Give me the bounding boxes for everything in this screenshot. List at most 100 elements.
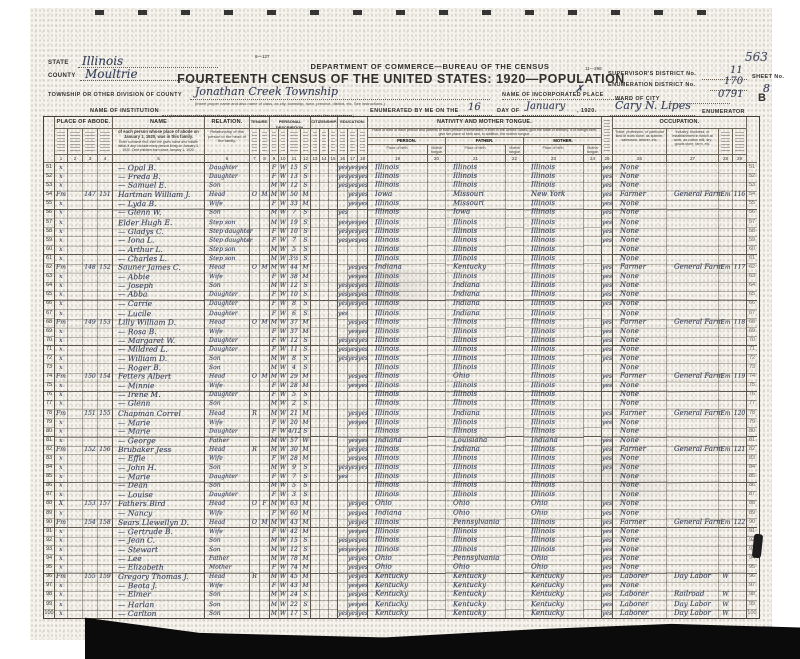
place-of-birth: Illinois bbox=[367, 180, 429, 192]
home-owned-or-rented bbox=[249, 453, 261, 465]
employment-class bbox=[719, 244, 733, 256]
family-number bbox=[98, 281, 113, 292]
street-mark: x bbox=[54, 399, 69, 410]
naturalization-year bbox=[329, 363, 338, 374]
sex: M bbox=[270, 444, 279, 456]
supervisor-district-value: 11 bbox=[730, 65, 743, 76]
line-number: 97 bbox=[44, 581, 55, 592]
able-to-write: yes bbox=[358, 172, 368, 183]
column-number: 2 bbox=[68, 155, 83, 163]
able-to-read: yes bbox=[348, 572, 358, 583]
father-place-of-birth: Illinois bbox=[445, 544, 507, 556]
line-number-right: 60 bbox=[747, 245, 757, 256]
column-number: 26 bbox=[613, 155, 667, 163]
speaks-english bbox=[602, 390, 613, 401]
column-number: 18 bbox=[358, 155, 368, 163]
farm-schedule-number: 120 bbox=[733, 408, 747, 420]
mother-place-of-birth: Illinois bbox=[523, 398, 585, 410]
place-of-birth: Illinois bbox=[368, 444, 428, 456]
naturalized bbox=[320, 408, 329, 420]
mother-tongue bbox=[428, 190, 446, 201]
naturalization-year bbox=[329, 572, 338, 583]
dwelling-number-header bbox=[83, 129, 98, 155]
marital-status: S bbox=[300, 235, 312, 246]
naturalization-year bbox=[329, 535, 338, 547]
naturalization-year bbox=[329, 235, 338, 247]
naturalized bbox=[320, 217, 329, 229]
age: 19 bbox=[287, 217, 302, 229]
census-row: 86 x — Dean Son M W 5 S Illinois Illinois Illinois… bbox=[44, 480, 759, 492]
relation: Wife bbox=[204, 271, 251, 283]
age: 28 bbox=[287, 453, 302, 465]
institution-underline bbox=[162, 105, 352, 116]
mother-mother-tongue bbox=[584, 353, 602, 365]
relation-note: Relationship of this person to the head … bbox=[205, 129, 250, 155]
owned-free-or-mortgaged bbox=[260, 572, 270, 583]
state-underline bbox=[78, 57, 218, 68]
house-number bbox=[67, 180, 84, 192]
color-or-race: W bbox=[278, 344, 289, 356]
marital-status: S bbox=[300, 217, 312, 229]
street-mark: x bbox=[54, 326, 69, 338]
able-to-write: yes bbox=[358, 499, 368, 510]
able-to-write: yes bbox=[358, 299, 368, 310]
naturalization-year bbox=[329, 563, 338, 574]
name: Hartman William J. bbox=[113, 190, 205, 201]
dwelling-number bbox=[83, 226, 98, 238]
able-to-read: yes bbox=[348, 608, 358, 620]
immigration-year bbox=[311, 390, 320, 401]
name: — Gladys C. bbox=[113, 226, 205, 238]
age: 15 bbox=[287, 162, 302, 174]
line-number-right: 96 bbox=[747, 572, 757, 583]
owned-free-or-mortgaged bbox=[260, 554, 270, 565]
able-to-read: yes bbox=[347, 235, 358, 246]
mother-mother-tongue bbox=[584, 481, 602, 492]
able-to-write: yes bbox=[358, 408, 368, 420]
day-underline bbox=[458, 105, 492, 116]
dwelling-number bbox=[82, 399, 99, 410]
column-number: 17 bbox=[348, 155, 358, 163]
home-owned-or-rented bbox=[249, 326, 261, 338]
house-number bbox=[67, 544, 84, 556]
tenure-mortgage-header bbox=[260, 129, 270, 155]
occupation: None bbox=[612, 217, 668, 229]
naturalization-year bbox=[329, 344, 338, 356]
naturalized bbox=[320, 608, 329, 620]
enumeration-district-label: ENUMERATION DISTRICT No. bbox=[608, 82, 696, 88]
color-or-race: W bbox=[278, 435, 289, 447]
father-mother-tongue bbox=[506, 253, 524, 265]
father-mother-tongue bbox=[506, 372, 524, 383]
speaks-english bbox=[601, 490, 614, 501]
mother-mother-tongue bbox=[584, 408, 602, 420]
speaks-english bbox=[601, 399, 614, 410]
owned-free-or-mortgaged bbox=[260, 444, 270, 456]
naturalized bbox=[320, 435, 329, 447]
speaks-english: yes bbox=[601, 508, 614, 519]
name: — Mildred L. bbox=[112, 344, 206, 356]
occupation: None bbox=[612, 326, 668, 338]
occupation: None bbox=[613, 335, 667, 347]
marital-status: S bbox=[300, 289, 312, 301]
family-number bbox=[97, 162, 114, 174]
immigration-year bbox=[311, 372, 320, 383]
father-place-of-birth: Ohio bbox=[445, 508, 507, 519]
speaks-english: yes bbox=[602, 572, 613, 583]
able-to-read bbox=[348, 244, 358, 256]
naturalized-header bbox=[320, 129, 329, 155]
industry bbox=[666, 326, 720, 338]
employment-class bbox=[718, 344, 734, 356]
employment-class bbox=[719, 390, 733, 401]
naturalized bbox=[320, 181, 329, 192]
incorporated-place-value: ✗ bbox=[575, 84, 584, 95]
color-or-race: W bbox=[279, 172, 288, 183]
relation: Father bbox=[204, 435, 251, 447]
street-mark: x bbox=[55, 335, 68, 347]
line-number-right: 85 bbox=[747, 472, 757, 483]
attended-school: yes bbox=[338, 335, 348, 347]
industry: General Farm bbox=[667, 517, 723, 529]
father-place-of-birth: Pennsylvania bbox=[446, 517, 506, 529]
immigration-year bbox=[311, 363, 320, 374]
father-mother-tongue bbox=[506, 517, 524, 529]
